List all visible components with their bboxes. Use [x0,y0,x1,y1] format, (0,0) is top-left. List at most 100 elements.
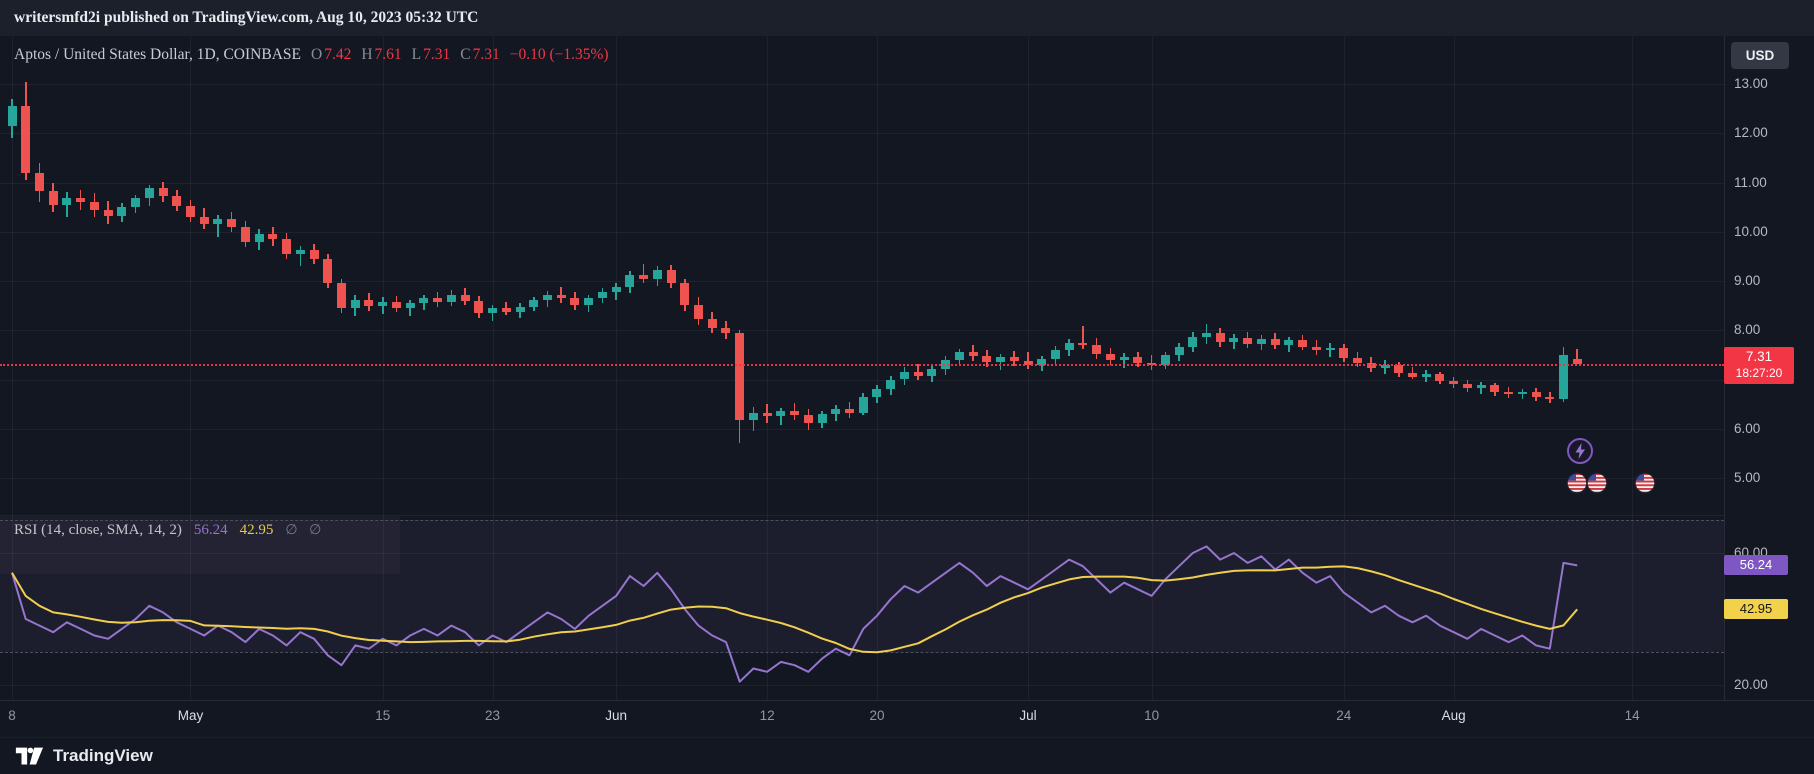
candle-body[interactable] [213,219,223,225]
candle-body[interactable] [337,283,347,309]
candle-body[interactable] [1202,333,1211,338]
pane-separator[interactable] [0,515,1724,516]
candle-body[interactable] [556,294,566,299]
candle-body[interactable] [1558,354,1568,400]
symbol-title[interactable]: Aptos / United States Dollar, 1D, COINBA… [14,46,301,63]
candle-body[interactable] [1174,346,1184,355]
candle-body[interactable] [570,298,580,305]
candle-body[interactable] [1504,392,1514,395]
candle-wick[interactable] [917,363,919,381]
candle-body[interactable] [1325,347,1335,350]
candle-body[interactable] [185,206,195,217]
us-flag-event-icon[interactable] [1585,471,1609,495]
candle-body[interactable] [529,299,539,307]
candle-wick[interactable] [1521,389,1524,400]
candle-body[interactable] [639,275,649,279]
symbol-legend[interactable]: Aptos / United States Dollar, 1D, COINBA… [14,46,609,64]
candle-body[interactable] [1545,397,1555,400]
candle-body[interactable] [1064,343,1074,350]
candle-body[interactable] [323,258,333,284]
candle-body[interactable] [1105,353,1115,360]
candle-body[interactable] [1270,339,1280,346]
candle-body[interactable] [1339,347,1349,358]
candle-wick[interactable] [66,192,68,217]
candle-body[interactable] [858,396,868,413]
candle-body[interactable] [735,332,745,420]
lightning-event-icon[interactable] [1566,437,1594,465]
candle-body[interactable] [1037,358,1047,365]
candle-body[interactable] [625,275,635,287]
candle-body[interactable] [309,250,319,259]
candle-body[interactable] [748,412,758,420]
candle-body[interactable] [62,198,72,205]
candle-body[interactable] [1311,346,1321,350]
candle-body[interactable] [391,301,401,309]
candle-body[interactable] [48,191,58,205]
candle-body[interactable] [419,298,429,304]
candle-body[interactable] [1188,337,1198,347]
us-flag-event-icon[interactable] [1633,471,1657,495]
candle-body[interactable] [707,319,717,328]
candle-body[interactable] [158,188,168,197]
candle-body[interactable] [721,327,731,333]
candle-body[interactable] [144,188,154,199]
candle-body[interactable] [1407,372,1417,377]
candle-body[interactable] [831,409,841,414]
candle-body[interactable] [762,412,772,417]
candle-body[interactable] [227,219,237,227]
candle-body[interactable] [1023,360,1033,365]
candle-body[interactable] [1284,340,1294,346]
candle-body[interactable] [131,198,141,208]
candle-body[interactable] [295,250,305,254]
candle-body[interactable] [474,300,484,313]
candle-body[interactable] [1050,349,1060,359]
candle-body[interactable] [790,411,800,415]
candle-body[interactable] [1092,345,1102,354]
candle-wick[interactable] [1027,352,1029,369]
candle-body[interactable] [1243,338,1253,345]
candle-body[interactable] [89,202,99,210]
candle-body[interactable] [1119,356,1129,360]
candle-body[interactable] [1298,340,1308,347]
candle-body[interactable] [982,355,992,363]
candle-wick[interactable] [1576,349,1578,365]
candle-body[interactable] [913,372,923,376]
candle-body[interactable] [1531,392,1541,398]
candle-body[interactable] [1353,357,1363,363]
candle-body[interactable] [1133,356,1143,363]
candle-wick[interactable] [780,408,782,425]
candle-body[interactable] [899,372,909,380]
candle-body[interactable] [817,413,827,423]
candle-body[interactable] [927,368,937,376]
candle-body[interactable] [199,216,209,225]
candle-body[interactable] [652,270,662,279]
candle-body[interactable] [282,239,292,254]
candle-body[interactable] [172,196,182,207]
candle-body[interactable] [597,291,607,298]
candle-body[interactable] [1435,373,1445,382]
candle-body[interactable] [488,308,498,313]
candle-wick[interactable] [381,296,384,315]
candle-wick[interactable] [299,245,302,267]
candle-body[interactable] [378,301,388,306]
candle-body[interactable] [1215,333,1225,343]
tradingview-logo-text[interactable]: TradingView [53,746,153,765]
candle-wick[interactable] [217,214,219,237]
candle-body[interactable] [584,297,594,305]
candle-body[interactable] [1147,362,1157,365]
candle-body[interactable] [1476,385,1486,389]
rsi-legend-title[interactable]: RSI (14, close, SMA, 14, 2) [14,522,182,538]
candle-body[interactable] [350,299,360,309]
candle-body[interactable] [666,270,676,284]
candle-body[interactable] [1160,354,1170,365]
time-axis[interactable]: 8 May 15 23 Jun 12 20 Jul 10 24 Aug 14 [0,700,1814,737]
candle-wick[interactable] [1480,382,1482,395]
candle-body[interactable] [872,389,882,397]
candle-body[interactable] [433,298,443,302]
candle-body[interactable] [1572,358,1582,365]
currency-usd-button[interactable]: USD [1731,42,1789,69]
candle-body[interactable] [542,294,552,300]
candle-body[interactable] [1421,373,1431,377]
candle-body[interactable] [1078,343,1088,346]
candle-body[interactable] [1462,384,1472,389]
